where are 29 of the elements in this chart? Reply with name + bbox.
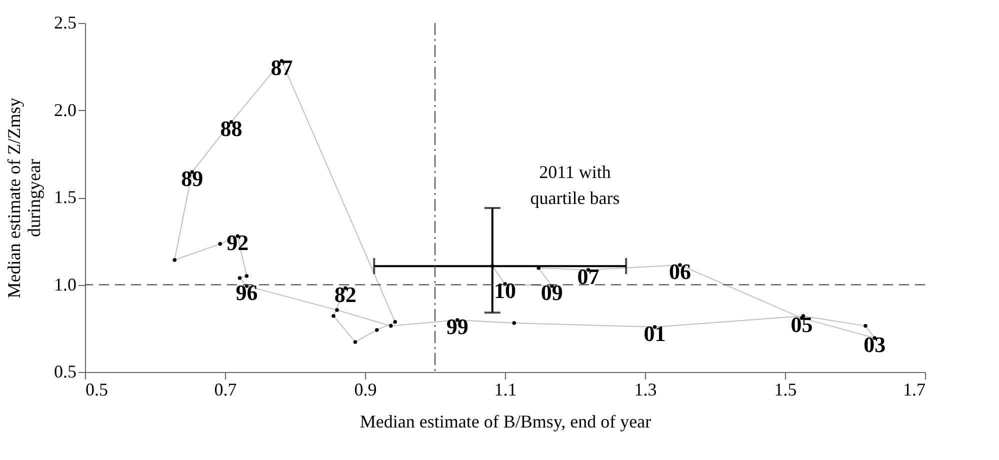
annotation: 96 xyxy=(236,280,258,305)
y-tick-label: 1.0 xyxy=(54,274,76,294)
x-tick-label: 1.5 xyxy=(774,380,797,400)
x-tick-label: 0.5 xyxy=(86,380,108,400)
y-axis-title: Median estimate of Z/Zmsy duringyear xyxy=(4,98,44,298)
annotation: 89 xyxy=(181,166,204,192)
y-tick-label: 2.5 xyxy=(54,12,76,32)
x-tick-label: 1.7 xyxy=(903,380,926,400)
y-tick-label: 0.5 xyxy=(54,362,76,382)
annotation: 87 xyxy=(270,55,293,80)
x-tick-label: 1.3 xyxy=(634,380,657,400)
annotation: 99 xyxy=(446,314,468,339)
annotation: 01 xyxy=(644,320,666,346)
annotation: 92 xyxy=(226,230,249,256)
annotation: 03 xyxy=(864,332,886,357)
annotation: 82 xyxy=(334,282,356,308)
annotation: 06 xyxy=(669,259,691,284)
annotation: 88 xyxy=(220,116,242,141)
x-tick-label: 0.9 xyxy=(354,380,377,400)
y-tick-label: 2.0 xyxy=(54,100,76,120)
x-tick-label: 1.1 xyxy=(494,380,517,400)
x-tick-label: 0.7 xyxy=(214,380,237,400)
annotation: 09 xyxy=(540,280,563,305)
annotation: 10 xyxy=(494,278,516,304)
x-axis-title: Median estimate of B/Bmsy, end of year xyxy=(360,412,652,432)
annotation: 07 xyxy=(577,264,600,289)
annotation: 2011 with quartile bars xyxy=(530,162,620,208)
annotation: 05 xyxy=(790,312,813,338)
y-tick-label: 1.5 xyxy=(54,187,76,207)
